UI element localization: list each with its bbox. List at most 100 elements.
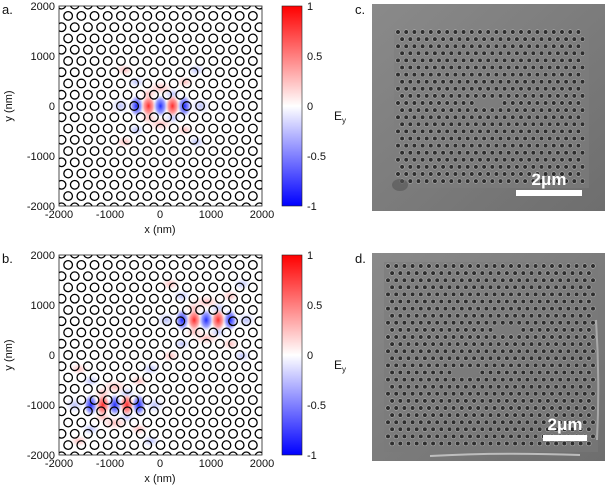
sem-hole <box>415 64 422 71</box>
lattice-hole <box>59 293 67 304</box>
sem-hole <box>516 263 522 269</box>
lattice-hole <box>175 157 186 168</box>
sem-hole <box>436 128 442 134</box>
sem-hole <box>399 121 405 127</box>
sem-hole <box>422 412 428 418</box>
lattice-hole <box>155 417 166 428</box>
sem-hole <box>455 327 461 333</box>
sem-hole <box>496 270 502 276</box>
sem-hole <box>415 150 422 156</box>
sem-hole <box>534 57 540 63</box>
sem-hole <box>506 150 512 156</box>
sem-hole <box>448 150 454 156</box>
sem-hole <box>428 100 434 106</box>
sem-hole <box>415 79 422 85</box>
sem-hole <box>393 405 399 411</box>
sem-hole <box>456 178 463 184</box>
lattice-hole <box>135 112 146 123</box>
sem-hole <box>434 419 440 425</box>
sem-hole <box>557 306 563 312</box>
sem-hole <box>475 291 481 297</box>
sem-hole <box>479 284 485 290</box>
sem-hole <box>492 377 498 383</box>
sem-hole <box>567 114 573 120</box>
sem-hole <box>479 341 485 347</box>
lattice-hole <box>241 89 252 100</box>
lattice-hole <box>254 202 262 206</box>
sem-hole <box>385 405 391 411</box>
sem-hole <box>522 79 528 85</box>
sem-hole <box>493 128 499 134</box>
sem-hole <box>430 426 436 432</box>
sem-hole <box>497 178 504 184</box>
sem-hole <box>582 391 588 397</box>
sem-hole <box>543 29 549 35</box>
sem-hole <box>481 64 487 71</box>
sem-hole <box>574 334 580 340</box>
sem-hole <box>549 334 555 340</box>
sem-hole <box>483 433 489 439</box>
lattice-hole <box>96 316 107 327</box>
lattice-hole <box>142 305 153 315</box>
lattice-hole <box>69 67 80 78</box>
sem-hole <box>403 143 409 149</box>
sem-hole <box>533 334 539 340</box>
sem-hole <box>571 178 577 184</box>
sem-hole <box>410 348 416 354</box>
sem-hole <box>537 355 543 361</box>
sem-hole <box>401 348 407 354</box>
sem-hole <box>456 164 463 170</box>
sem-hole <box>410 391 416 397</box>
lattice-hole <box>69 112 80 123</box>
lattice-hole <box>162 361 173 372</box>
sem-hole <box>465 50 471 56</box>
sem-hole <box>563 93 569 99</box>
lattice-hole <box>69 406 80 417</box>
sem-hole <box>459 306 465 312</box>
lattice-hole <box>115 101 126 111</box>
lattice-hole <box>129 417 140 428</box>
lattice-hole <box>63 78 74 89</box>
sem-hole <box>399 107 405 113</box>
sem-hole <box>440 150 446 156</box>
sem-hole <box>434 377 440 383</box>
lattice-hole <box>129 395 140 405</box>
sem-hole <box>475 306 481 312</box>
lattice-hole <box>63 372 74 383</box>
field-lobe <box>131 394 146 416</box>
sem-hole <box>578 355 584 361</box>
sem-hole <box>403 29 409 35</box>
lattice-hole <box>241 112 252 123</box>
lattice-hole <box>234 123 245 134</box>
sem-hole <box>483 391 489 397</box>
sem-hole <box>508 348 514 354</box>
sem-hole <box>526 171 532 177</box>
sem-hole <box>530 121 536 127</box>
sem-hole <box>389 426 395 432</box>
sem-hole <box>500 362 506 368</box>
lattice-hole <box>89 417 100 428</box>
sem-hole <box>574 405 580 411</box>
sem-hole <box>524 334 530 340</box>
sem-hole <box>456 93 463 99</box>
sem-hole <box>401 263 407 269</box>
sem-hole <box>446 298 453 305</box>
sem-hole <box>389 313 395 319</box>
sem-hole <box>574 306 580 312</box>
sem-hole <box>590 362 596 368</box>
sem-hole <box>469 157 475 163</box>
sem-hole <box>479 412 485 418</box>
sem-hole <box>492 277 498 283</box>
sem-hole <box>444 128 450 134</box>
lattice-hole <box>155 33 166 44</box>
lattice-hole <box>155 56 166 66</box>
sem-hole <box>434 391 440 397</box>
lattice-hole <box>228 406 239 417</box>
sem-hole <box>492 291 498 297</box>
sem-hole <box>397 426 403 432</box>
lattice-hole <box>82 316 93 327</box>
lattice-hole <box>181 372 192 383</box>
lattice-hole <box>83 6 93 10</box>
lattice-hole <box>96 157 107 168</box>
sem-hole <box>459 405 465 411</box>
